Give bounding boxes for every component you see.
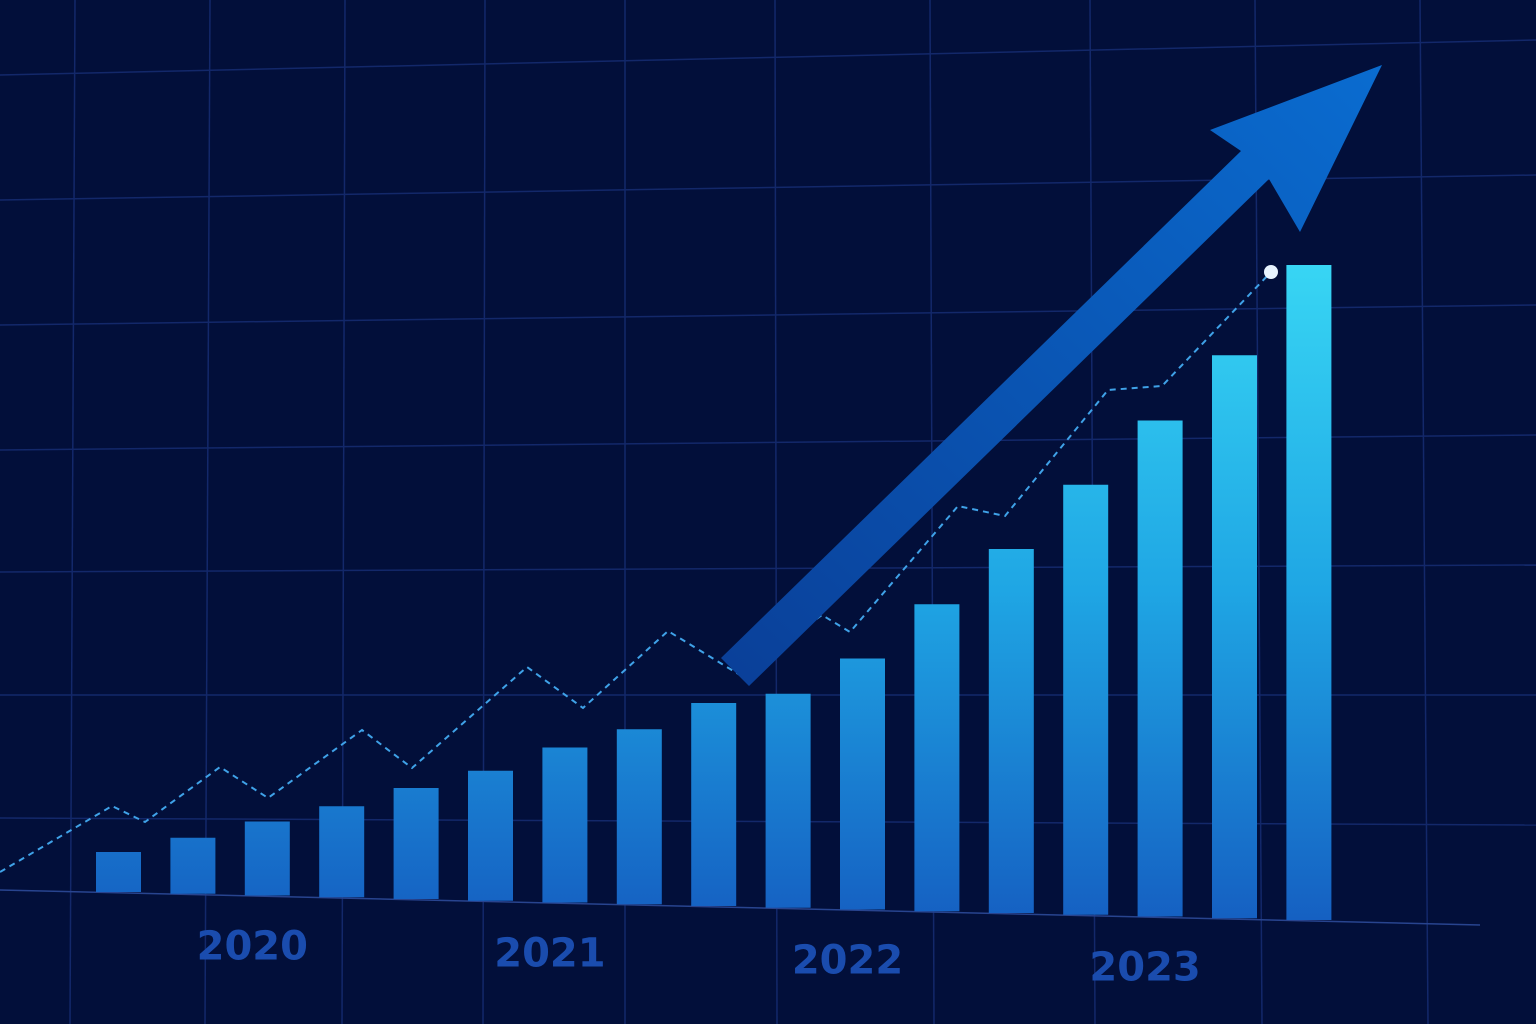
bar	[1286, 265, 1332, 920]
trend-line	[0, 271, 1272, 873]
bar	[393, 788, 439, 899]
year-label: 2021	[494, 931, 605, 977]
year-label: 2022	[792, 938, 903, 984]
bar	[1063, 484, 1109, 915]
bar	[1212, 355, 1257, 919]
bar	[616, 729, 662, 905]
bars	[96, 265, 1332, 920]
bar	[840, 658, 885, 910]
bar	[468, 770, 513, 901]
bar	[96, 852, 141, 892]
year-label: 2020	[197, 924, 308, 970]
year-label: 2023	[1089, 945, 1200, 991]
trend-end-dot	[1264, 265, 1278, 279]
bar	[170, 837, 216, 894]
bar	[244, 821, 290, 896]
bar	[988, 549, 1034, 913]
baseline	[0, 889, 1481, 926]
bar	[319, 806, 365, 898]
bar	[542, 747, 588, 903]
growth-arrow	[721, 65, 1382, 686]
bar	[914, 604, 960, 912]
bar	[691, 703, 737, 906]
bar	[765, 693, 811, 908]
bar	[1137, 420, 1183, 917]
